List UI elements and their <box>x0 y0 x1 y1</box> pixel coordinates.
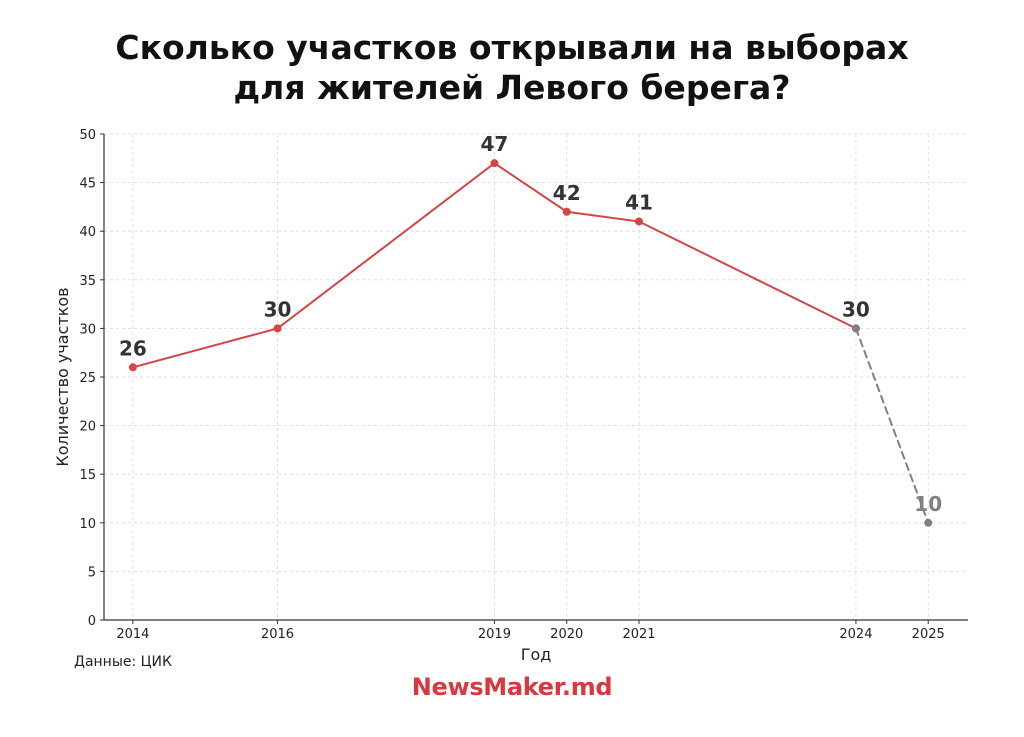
grid <box>104 133 968 620</box>
x-axis-title: Год <box>521 645 552 664</box>
x-tick-label: 2020 <box>550 627 583 642</box>
y-tick-label: 45 <box>79 177 96 192</box>
junction-point <box>851 324 860 333</box>
y-tick-label: 20 <box>79 420 96 435</box>
chart-title: Сколько участков открывали на выборах дл… <box>0 28 1024 108</box>
y-tick-label: 50 <box>79 128 96 143</box>
data-label: 26 <box>119 336 147 360</box>
y-tick-label: 25 <box>79 371 96 386</box>
projected-point <box>924 518 933 527</box>
y-tick-label: 10 <box>79 517 96 532</box>
data-point <box>490 159 499 168</box>
data-point <box>562 207 571 216</box>
data-label: 41 <box>625 190 653 214</box>
chart-title-line-2: для жителей Левого берега? <box>233 68 791 107</box>
x-tick-label: 2024 <box>839 627 872 642</box>
x-tick-label: 2025 <box>912 627 945 642</box>
x-tick-label: 2019 <box>478 627 511 642</box>
brand-logo[interactable]: NewsMaker.md <box>411 673 613 701</box>
data-label: 30 <box>264 297 292 321</box>
data-label: 30 <box>842 297 870 321</box>
x-tick-label: 2016 <box>261 627 294 642</box>
data-label: 42 <box>553 181 581 205</box>
actual-line <box>131 162 857 369</box>
x-tick-label: 2014 <box>116 627 149 642</box>
y-tick-label: 30 <box>79 322 96 337</box>
y-tick-label: 0 <box>88 614 96 629</box>
y-tick-label: 40 <box>79 225 96 240</box>
y-tick-label: 15 <box>79 468 96 483</box>
data-label: 10 <box>914 492 942 516</box>
projected-line <box>854 327 930 524</box>
data-point <box>273 324 282 333</box>
source-note: Данные: ЦИК <box>74 654 172 670</box>
series <box>128 159 933 527</box>
y-axis-title: Количество участков <box>53 287 72 466</box>
y-tick-label: 35 <box>79 274 96 289</box>
chart-title-line-1: Сколько участков открывали на выборах <box>115 28 909 67</box>
x-tick-label: 2021 <box>622 627 655 642</box>
y-tick-label: 5 <box>88 565 96 580</box>
data-point <box>635 217 644 226</box>
data-point <box>128 363 137 372</box>
data-label: 47 <box>481 132 509 156</box>
data-labels: 26 30 47 42 41 30 10 <box>119 132 942 516</box>
